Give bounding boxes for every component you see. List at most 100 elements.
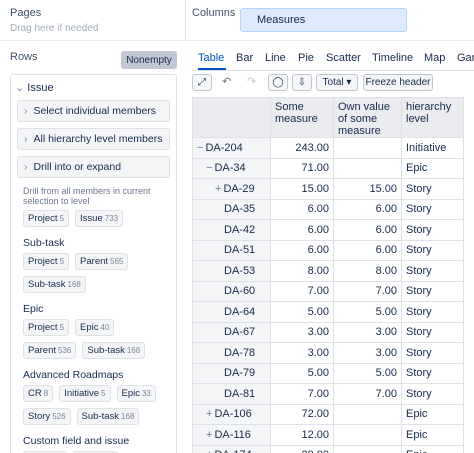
row-header: DA-78 <box>192 342 271 364</box>
redo-icon[interactable]: ↷ <box>247 76 257 88</box>
nonempty-button[interactable]: Nonempty <box>121 51 177 69</box>
cell: 12.00 <box>270 424 334 446</box>
row-header: + DA-29 <box>192 178 271 200</box>
table-body: − DA-204 243.00 Initiative − DA-34 71.00 Epic + D… <box>192 137 464 453</box>
cell: 6.00 <box>270 239 334 261</box>
row-label: DA-60 <box>224 285 256 298</box>
dimension-box: ⌄ Issue Select individual members All hie… <box>10 74 177 453</box>
level-count: 168 <box>67 280 81 289</box>
option[interactable]: All hierarchy level members <box>17 128 170 150</box>
level-chip[interactable]: Project 5 <box>23 319 70 336</box>
level-chip[interactable]: Sub-task 168 <box>23 276 86 293</box>
cell: 243.00 <box>270 137 334 159</box>
tab[interactable]: Bar <box>236 52 254 64</box>
option[interactable]: Drill into or expand <box>17 156 170 178</box>
level-count: 5 <box>59 214 65 223</box>
table-row: + DA-29 15.00 15.00 Story <box>192 178 464 200</box>
tab[interactable]: Table <box>198 52 225 64</box>
toggle-icon[interactable]: + <box>206 449 212 453</box>
level-chip[interactable]: Story 526 <box>23 408 71 425</box>
cell: 6.00 <box>333 239 402 261</box>
cell: 15.00 <box>270 178 334 200</box>
level-name: Parent <box>28 345 56 356</box>
level-chip[interactable]: Parent 565 <box>75 253 129 270</box>
level-name: Sub-task <box>28 279 66 290</box>
cell: Story <box>401 321 464 343</box>
level-name: Project <box>28 256 58 267</box>
cell: 5.00 <box>270 362 334 384</box>
cell: 7.00 <box>333 383 402 405</box>
level-chip[interactable]: Epic 33 <box>116 385 156 402</box>
toggle-icon[interactable]: + <box>215 182 222 195</box>
columns-title: Columns <box>192 7 236 19</box>
level-count: 733 <box>104 214 119 223</box>
level-chip[interactable]: Initiative 5 <box>59 385 111 402</box>
group-title: Sub-task <box>23 237 65 249</box>
group-title: Custom field and issue <box>23 435 130 447</box>
level-chip[interactable]: Level25 <box>73 451 118 453</box>
level-chips: Project 5 Parent 565 Sub-task 168 <box>23 253 165 293</box>
level-chip[interactable]: Sub-task 168 <box>76 408 140 425</box>
sort-icon[interactable]: ⇩ <box>292 74 312 91</box>
cell <box>333 403 402 425</box>
tab[interactable]: Gar <box>457 52 474 64</box>
tab[interactable]: Pie <box>298 52 314 64</box>
group-title: Epic <box>23 303 44 315</box>
level-name: Parent <box>80 256 109 267</box>
tab[interactable]: Map <box>424 52 446 64</box>
level-chip[interactable]: Project 5 <box>23 210 70 227</box>
row-header: DA-67 <box>192 321 271 343</box>
divider <box>0 40 474 41</box>
toggle-icon[interactable]: + <box>206 428 213 441</box>
pages-title: Pages <box>10 7 42 19</box>
row-header: DA-79 <box>192 362 271 384</box>
cell: 6.00 <box>270 219 334 241</box>
level-chip[interactable]: Sub-task 168 <box>82 342 146 359</box>
cell: Initiative <box>401 137 464 159</box>
level-count: 168 <box>121 412 135 421</box>
cell: 7.00 <box>270 383 334 405</box>
measures-chip[interactable]: Measures <box>240 8 407 32</box>
tab[interactable]: Line <box>265 52 286 64</box>
dimension-title: ⌄ Issue <box>15 82 54 94</box>
cell: Story <box>401 280 464 302</box>
table-row: DA-35 6.00 6.00 Story <box>192 198 464 220</box>
freeze-button[interactable]: Freeze header <box>363 74 433 91</box>
table-row: DA-67 3.00 3.00 Story <box>192 321 464 343</box>
tab[interactable]: Scatter <box>326 52 361 64</box>
row-header: + DA-116 <box>192 424 271 446</box>
cell: 6.00 <box>270 198 334 220</box>
expand-icon[interactable]: ⤢ <box>192 74 212 91</box>
tab[interactable]: Timeline <box>372 52 414 64</box>
groups: Sub-task Project 5 Parent 565 Sub-task 168 Epic… <box>11 237 176 453</box>
cell: Epic <box>401 157 464 179</box>
pivot-table: Some measure Own value of some measure hie… <box>192 97 464 453</box>
row-label: DA-42 <box>224 223 256 236</box>
cell: 72.00 <box>270 403 334 425</box>
level-chip[interactable]: CR 8 <box>23 385 54 402</box>
table-row: DA-42 6.00 6.00 Story <box>192 219 464 241</box>
row-header: − DA-204 <box>192 137 271 159</box>
toggle-icon[interactable]: − <box>197 141 204 154</box>
row-label: DA-81 <box>224 387 256 400</box>
row-header: DA-51 <box>192 239 271 261</box>
level-name: Initiative <box>64 388 100 399</box>
comment-icon[interactable]: ◯ <box>268 74 288 91</box>
option[interactable]: Select individual members <box>17 100 170 122</box>
toggle-icon[interactable]: − <box>206 162 213 175</box>
toggle-icon[interactable]: + <box>206 408 213 421</box>
level-chip[interactable]: Issue 733 <box>75 210 124 227</box>
total-button[interactable]: Total ▾ <box>316 74 358 91</box>
undo-icon[interactable]: ↶ <box>222 76 232 88</box>
level-count: 168 <box>126 346 141 355</box>
level-count: 5 <box>59 323 65 332</box>
level-name: Epic <box>80 322 99 333</box>
level-chip[interactable]: Project 5 <box>23 253 70 270</box>
level-chips: Level15Level25 <box>23 451 165 453</box>
cell: 7.00 <box>333 280 402 302</box>
level-chip[interactable]: Parent 536 <box>23 342 77 359</box>
level-chip[interactable]: Epic 40 <box>75 319 115 336</box>
cell: 7.00 <box>270 280 334 302</box>
row-label: DA-53 <box>224 264 256 277</box>
